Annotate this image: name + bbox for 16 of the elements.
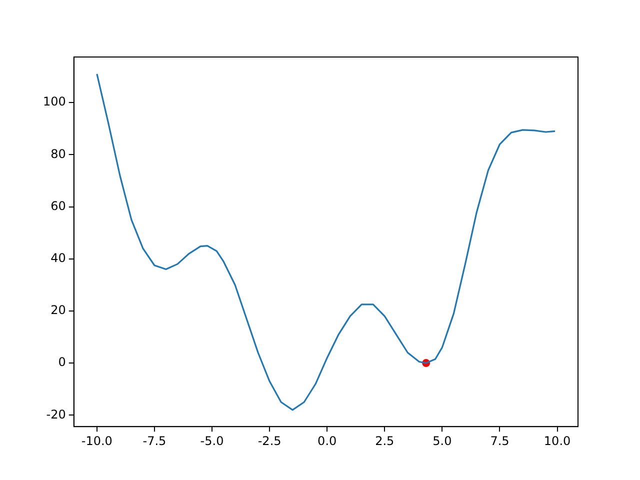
y-tick-label: 0 bbox=[58, 355, 66, 370]
x-tick-label: 10.0 bbox=[544, 434, 571, 448]
x-tick-label: 5.0 bbox=[432, 434, 452, 448]
y-tick-label: 80 bbox=[50, 146, 66, 161]
y-tick-label: -20 bbox=[46, 407, 66, 422]
y-tick-label: 20 bbox=[50, 303, 66, 318]
x-tick-label: -7.5 bbox=[142, 434, 166, 448]
x-tick-label: -5.0 bbox=[200, 434, 224, 448]
x-tick-label: 7.5 bbox=[490, 434, 510, 448]
x-tick-label: 2.5 bbox=[375, 434, 394, 448]
y-tick-label: 60 bbox=[50, 198, 66, 213]
x-tick-label: -2.5 bbox=[258, 434, 282, 448]
x-tick-label: 0.0 bbox=[318, 434, 337, 448]
x-tick-label: -10.0 bbox=[81, 434, 112, 448]
y-tick-label: 100 bbox=[43, 94, 66, 109]
y-tick-label: 40 bbox=[50, 250, 66, 265]
